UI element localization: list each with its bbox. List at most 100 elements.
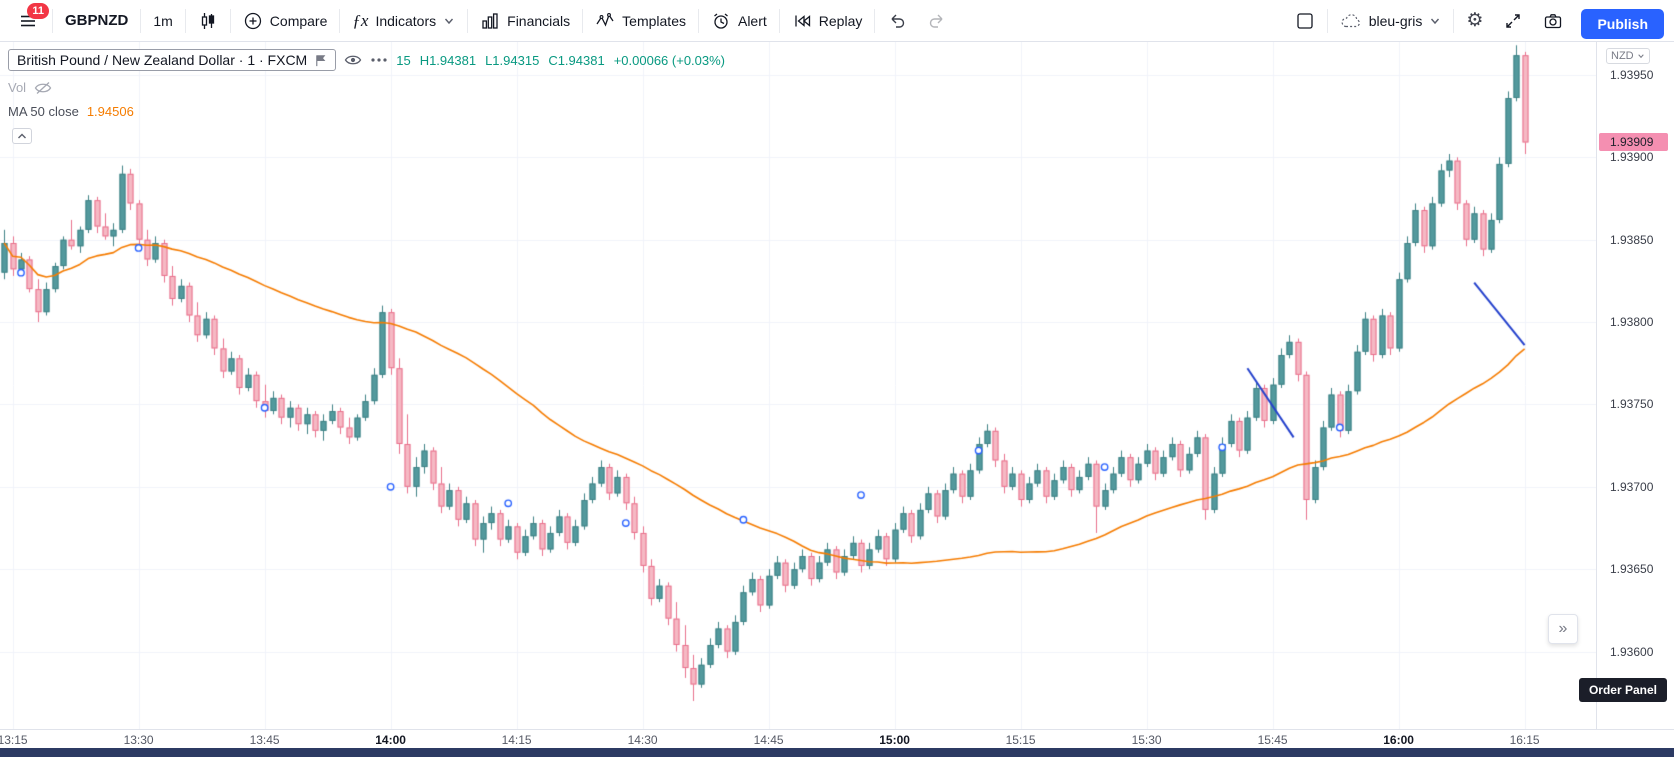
chart-style-button[interactable]: [188, 0, 228, 42]
time-axis-label: 15:30: [1131, 733, 1162, 747]
ma-study-value: 1.94506: [86, 104, 134, 119]
notification-badge: 11: [27, 2, 49, 19]
time-axis-label: 13:30: [123, 733, 154, 747]
financials-button[interactable]: Financials: [470, 0, 580, 42]
price-axis-label: 1.93850: [1610, 232, 1654, 247]
alarm-clock-icon: [714, 12, 728, 29]
time-axis-label: 15:00: [879, 733, 910, 747]
time-axis-label: 16:15: [1509, 733, 1540, 747]
camera-icon: [1545, 13, 1562, 28]
time-axis[interactable]: 13:15 13:30 13:45 14:00 14:15 14:30 14:45 15:00…: [0, 729, 1674, 748]
order-panel-tooltip: Order Panel: [1578, 678, 1667, 702]
templates-button[interactable]: Templates: [585, 0, 696, 42]
templates-label: Templates: [622, 12, 686, 29]
time-axis-label: 13:15: [0, 733, 28, 747]
redo-button[interactable]: [917, 0, 957, 42]
toolbar-separator: [140, 8, 142, 33]
compare-plus-icon: [244, 12, 261, 29]
current-price-tag: 1.93909: [1599, 133, 1668, 152]
layout-grid-icon: [1297, 12, 1313, 29]
chart-area: NZD 1.93909 1.93950 1.93900 1.93850 1.93800…: [0, 42, 1674, 748]
time-axis-label: 14:15: [501, 733, 532, 747]
ma-study-label[interactable]: MA 50 close: [8, 104, 79, 119]
toolbar-separator: [874, 8, 876, 33]
alert-button[interactable]: Alert: [701, 0, 777, 42]
chevron-down-icon: [445, 18, 454, 24]
layout-select-button[interactable]: [1285, 0, 1325, 42]
interval-button[interactable]: 1m: [143, 0, 182, 42]
price-axis-label: 1.93950: [1610, 67, 1654, 82]
open-value: 15: [396, 52, 411, 68]
more-options-icon[interactable]: [370, 57, 388, 63]
price-axis[interactable]: NZD 1.93909 1.93950 1.93900 1.93850 1.93800…: [1596, 42, 1674, 729]
close-value: C1.94381: [548, 52, 605, 68]
price-axis-label: 1.93800: [1610, 315, 1654, 330]
cloud-layout-button[interactable]: bleu-gris: [1330, 0, 1452, 42]
fullscreen-icon: [1506, 13, 1521, 28]
time-axis-label: 15:15: [1005, 733, 1036, 747]
symbol-description: British Pound / New Zealand Dollar · 1 ·…: [17, 52, 308, 68]
price-axis-label: 1.93750: [1610, 397, 1654, 412]
time-axis-label: 15:45: [1257, 733, 1288, 747]
toolbar-separator: [339, 8, 341, 33]
toolbar-separator: [229, 8, 231, 33]
flag-icon[interactable]: [314, 54, 327, 67]
change-value: +0.00066 (+0.03%): [613, 52, 726, 68]
fx-icon: ƒx: [352, 10, 369, 30]
templates-icon: [596, 12, 614, 27]
volume-study-label[interactable]: Vol: [8, 80, 27, 95]
undo-arrow-icon: [891, 14, 905, 28]
time-axis-label: 14:45: [753, 733, 784, 747]
price-axis-label: 1.93900: [1610, 150, 1654, 165]
replay-icon: [795, 14, 810, 27]
indicators-label: Indicators: [375, 12, 437, 29]
toolbar-separator: [697, 8, 699, 33]
indicators-button[interactable]: ƒx Indicators: [342, 0, 465, 42]
bottom-edge-bar: [0, 748, 1674, 757]
candlestick-style-icon: [201, 12, 214, 29]
toolbar-separator: [52, 8, 53, 33]
price-pane-canvas[interactable]: [0, 42, 1596, 729]
redo-arrow-icon: [930, 14, 943, 28]
time-axis-label: 14:30: [627, 733, 658, 747]
settings-button[interactable]: ⚙: [1456, 0, 1493, 42]
alert-label: Alert: [737, 12, 767, 29]
layout-name-label: bleu-gris: [1368, 12, 1423, 29]
time-axis-label: 16:00: [1383, 733, 1414, 747]
high-value: H1.94381: [419, 52, 477, 68]
toolbar-separator: [467, 8, 469, 33]
currency-label: NZD: [1611, 50, 1634, 62]
compare-button[interactable]: Compare: [233, 0, 338, 42]
chart-legend: British Pound / New Zealand Dollar · 1 ·…: [8, 49, 725, 119]
top-toolbar: 11 GBPNZD 1m Compare ƒx: [0, 0, 1674, 42]
toolbar-separator: [1326, 8, 1328, 33]
toolbar-separator: [778, 8, 780, 33]
snapshot-button[interactable]: [1533, 0, 1573, 42]
symbol-legend[interactable]: British Pound / New Zealand Dollar · 1 ·…: [8, 49, 337, 71]
currency-unit-dropdown[interactable]: NZD: [1606, 48, 1650, 64]
cloud-icon: [1341, 13, 1360, 27]
replay-label: Replay: [818, 12, 863, 29]
chevron-down-icon: [1637, 54, 1644, 59]
fullscreen-button[interactable]: [1493, 0, 1533, 42]
legend-collapse-button[interactable]: [12, 128, 32, 144]
compare-label: Compare: [269, 12, 328, 29]
symbol-search-button[interactable]: GBPNZD: [55, 0, 138, 42]
toolbar-separator: [1453, 8, 1455, 33]
time-axis-label: 14:00: [375, 733, 406, 747]
scroll-to-realtime-button[interactable]: »: [1548, 614, 1578, 644]
eye-crossed-icon[interactable]: [34, 81, 52, 95]
undo-button[interactable]: [877, 0, 917, 42]
chevron-down-icon: [1431, 18, 1440, 24]
low-value: L1.94315: [485, 52, 540, 68]
replay-button[interactable]: Replay: [782, 0, 873, 42]
ohlc-values: 15 H1.94381 L1.94315 C1.94381 +0.00066 (…: [396, 53, 725, 68]
price-axis-label: 1.93700: [1610, 479, 1654, 494]
publish-button[interactable]: Publish: [1581, 8, 1664, 39]
financials-label: Financials: [507, 12, 571, 29]
financials-icon: [482, 12, 498, 29]
main-menu-button[interactable]: 11: [6, 0, 50, 42]
eye-icon[interactable]: [344, 53, 362, 67]
price-axis-label: 1.93600: [1610, 644, 1654, 659]
double-chevron-right-icon: »: [1558, 620, 1568, 637]
